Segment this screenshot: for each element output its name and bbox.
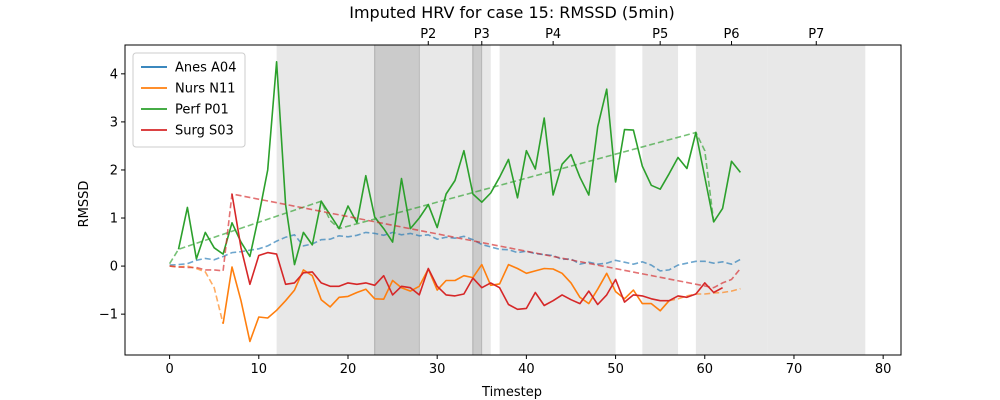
y-tick-label: 2 [110, 163, 118, 178]
phase-regions [276, 44, 866, 356]
phase-region-8 [767, 45, 866, 355]
phase-region-1 [374, 44, 420, 356]
series-observed-nurs-n11 [222, 263, 670, 343]
y-tick-label: 0 [110, 260, 118, 275]
series-imputed-perf-p01 [168, 131, 715, 265]
y-tick-label: 4 [110, 67, 118, 82]
phase-label: P7 [808, 27, 824, 42]
x-tick-label: 20 [340, 362, 357, 377]
x-tick-label: 0 [165, 362, 173, 377]
y-axis-label: RMSSD [77, 181, 92, 228]
series-lines [168, 61, 742, 343]
phase-region-6 [642, 45, 679, 355]
x-tick-label: 50 [607, 362, 624, 377]
x-tick-label: 10 [251, 362, 268, 377]
legend-entry: Perf P01 [175, 103, 229, 118]
x-tick-label: 40 [518, 362, 535, 377]
phase-label: P3 [474, 27, 490, 42]
series-observed-surg-s03 [231, 193, 723, 311]
x-axis-ticks: 0 10 20 30 40 50 60 70 80 [165, 355, 891, 377]
legend: Anes A04 Nurs N11 Perf P01 Surg S03 [132, 52, 246, 148]
x-tick-label: 30 [429, 362, 446, 377]
plot-frame [124, 44, 902, 356]
series-imputed-surg-s03 [169, 193, 742, 289]
series-observed-perf-p01 [177, 61, 742, 266]
phase-label: P6 [723, 27, 739, 42]
phase-label: P2 [420, 27, 436, 42]
phase-region-4 [481, 45, 491, 355]
legend-box [132, 52, 246, 148]
y-tick-label: 1 [110, 212, 118, 227]
y-tick-label: 3 [110, 115, 118, 130]
legend-entry: Surg S03 [175, 124, 234, 139]
x-tick-label: 80 [875, 362, 892, 377]
x-tick-label: 60 [696, 362, 713, 377]
chart-title: Imputed HRV for case 15: RMSSD (5min) [349, 3, 675, 22]
phase-label: P4 [545, 27, 561, 42]
x-axis-label: Timestep [481, 385, 542, 400]
phase-label: P5 [652, 27, 668, 42]
phase-label-ticks: P2 P3 P4 P5 P6 P7 [420, 27, 824, 45]
y-axis-ticks: −1 0 1 2 3 4 [99, 67, 125, 323]
y-tick-label: −1 [99, 308, 118, 323]
series-imputed-anes-a04 [169, 231, 741, 272]
x-tick-label: 70 [786, 362, 803, 377]
legend-entry: Nurs N11 [175, 82, 235, 97]
legend-entry: Anes A04 [175, 61, 236, 76]
phase-region-7 [695, 45, 768, 355]
phase-region-0 [276, 45, 375, 355]
series-imputed-nurs-n11 [169, 265, 741, 324]
